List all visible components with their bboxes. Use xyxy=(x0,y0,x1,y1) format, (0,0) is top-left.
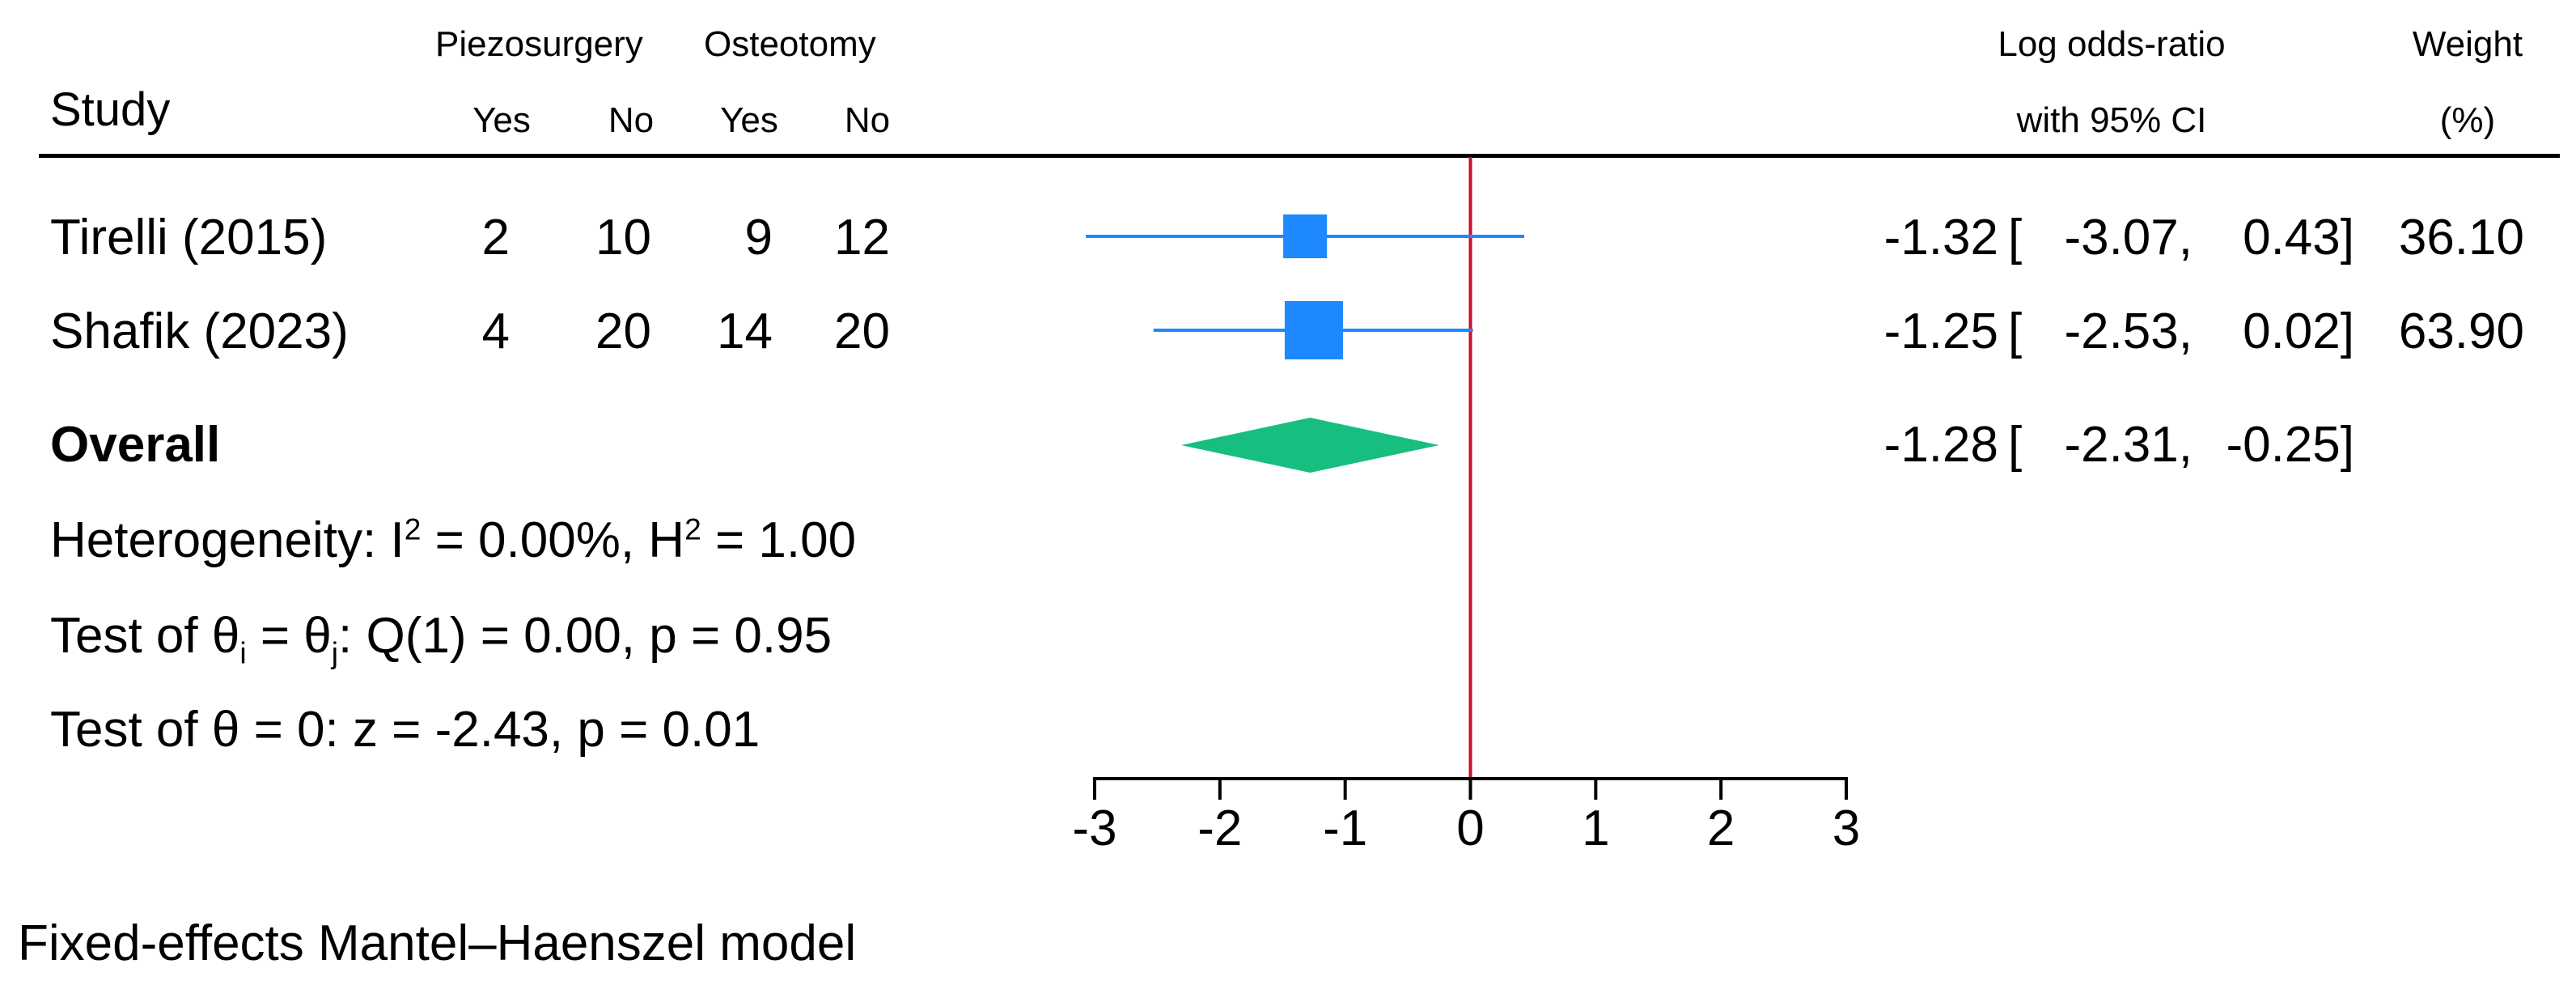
no2-value: 20 xyxy=(834,304,890,359)
ci-open-bracket: [ xyxy=(2008,417,2023,473)
group2-header: Osteotomy xyxy=(704,24,876,64)
x-tick-label: 0 xyxy=(1456,801,1484,856)
overall-estimate: -1.28 xyxy=(1883,417,1998,473)
study-marker xyxy=(1284,301,1343,359)
ci-low-value: -3.07, xyxy=(2064,210,2193,265)
x-tick-label: 1 xyxy=(1582,801,1609,856)
ci-low-value: -2.53, xyxy=(2064,304,2193,359)
yes2-value: 14 xyxy=(717,304,773,359)
yes2-header: Yes xyxy=(720,100,778,140)
ci-open-bracket: [ xyxy=(2008,210,2023,265)
no1-value: 20 xyxy=(595,304,651,359)
no2-value: 12 xyxy=(834,210,890,265)
x-tick-label: 2 xyxy=(1707,801,1735,856)
weight-header-line2: (%) xyxy=(2439,100,2496,140)
x-tick-label: 3 xyxy=(1832,801,1860,856)
yes2-value: 9 xyxy=(744,210,773,265)
no2-header: No xyxy=(844,100,891,140)
yes1-value: 2 xyxy=(481,210,510,265)
heterogeneity-stat: Heterogeneity: I2 = 0.00%, H2 = 1.00 xyxy=(50,512,857,568)
study-name: Tirelli (2015) xyxy=(50,210,328,265)
group1-header: Piezosurgery xyxy=(435,24,643,64)
effect-header-line1: Log odds-ratio xyxy=(1998,24,2226,64)
overall-effect-test: Test of θ = 0: z = -2.43, p = 0.01 xyxy=(50,702,761,758)
yes1-value: 4 xyxy=(481,304,510,359)
x-tick-label: -3 xyxy=(1072,801,1116,856)
header-divider xyxy=(39,154,2560,158)
x-tick-label: -1 xyxy=(1323,801,1367,856)
ci-high-value: 0.02] xyxy=(2243,304,2354,359)
overall-ci-low: -2.31, xyxy=(2064,417,2193,473)
no1-value: 10 xyxy=(595,210,651,265)
homogeneity-test: Test of θi = θj: Q(1) = 0.00, p = 0.95 xyxy=(50,608,833,670)
estimate-value: -1.25 xyxy=(1883,304,1998,359)
study-marker xyxy=(1283,214,1328,259)
weight-value: 63.90 xyxy=(2398,304,2524,359)
yes1-header: Yes xyxy=(472,100,531,140)
overall-diamond xyxy=(1180,418,1439,473)
weight-header-line1: Weight xyxy=(2412,24,2523,64)
ci-high-value: 0.43] xyxy=(2243,210,2354,265)
effect-header-line2: with 95% CI xyxy=(2016,100,2207,140)
ci-open-bracket: [ xyxy=(2008,304,2023,359)
study-header: Study xyxy=(50,83,171,136)
overall-ci-high: -0.25] xyxy=(2226,417,2354,473)
estimate-value: -1.32 xyxy=(1883,210,1998,265)
x-tick-label: -2 xyxy=(1197,801,1242,856)
model-footnote: Fixed-effects Mantel–Haenszel model xyxy=(18,915,857,971)
no1-header: No xyxy=(608,100,655,140)
weight-value: 36.10 xyxy=(2398,210,2524,265)
study-name: Shafik (2023) xyxy=(50,304,349,359)
overall-label: Overall xyxy=(50,417,221,473)
